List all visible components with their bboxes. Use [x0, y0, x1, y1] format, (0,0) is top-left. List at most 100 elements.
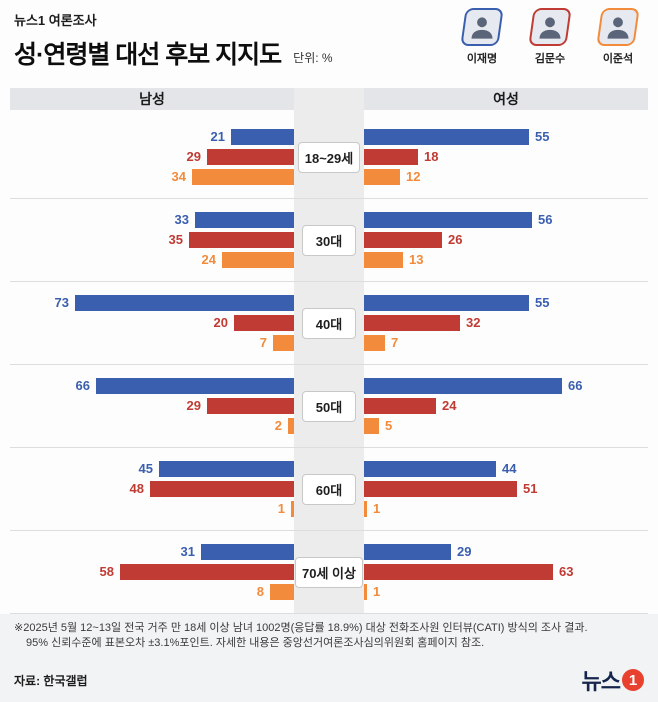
bar-row-female-series-0: 44 — [364, 461, 648, 477]
bar-row-female-series-2: 5 — [364, 418, 648, 434]
male-bar — [96, 378, 294, 394]
candidate-photo-frame — [596, 8, 640, 46]
male-bar — [159, 461, 294, 477]
female-bar-value: 26 — [448, 232, 463, 247]
bar-row-female-series-1: 51 — [364, 481, 648, 497]
male-column-header: 남성 — [10, 88, 294, 110]
female-bar-value: 18 — [424, 149, 439, 164]
male-bars: 66 29 2 — [10, 378, 294, 434]
candidate-photo-frame — [460, 8, 504, 46]
male-bar — [234, 315, 294, 331]
age-group-row: 73 20 7 40대 55 32 7 — [10, 282, 648, 365]
note-line-1: ※2025년 5월 12~13일 전국 거주 만 18세 이상 남녀 1002명… — [14, 622, 588, 634]
bar-row-male-series-1: 20 — [10, 315, 294, 331]
male-bar — [273, 335, 294, 351]
male-bar-value: 29 — [186, 398, 201, 413]
male-bar-value: 8 — [256, 584, 264, 599]
center-spacer — [294, 88, 364, 110]
female-bars: 44 51 1 — [364, 461, 648, 517]
logo-text: 뉴스 — [581, 669, 621, 694]
bar-row-male-series-2: 34 — [10, 169, 294, 185]
female-bar — [364, 418, 379, 434]
female-bar — [364, 461, 496, 477]
male-bar-value: 48 — [129, 481, 144, 496]
female-column-header: 여성 — [364, 88, 648, 110]
male-bar — [231, 129, 294, 145]
bar-row-female-series-1: 32 — [364, 315, 648, 331]
male-bars: 73 20 7 — [10, 295, 294, 351]
age-label: 50대 — [302, 390, 356, 422]
female-bar — [364, 398, 436, 414]
candidate-name: 이준석 — [602, 53, 634, 65]
male-bar-value: 29 — [186, 149, 201, 164]
age-label-cell: 70세 이상 — [294, 556, 364, 588]
male-bar-value: 21 — [210, 129, 225, 144]
logo-one-badge: 1 — [622, 669, 644, 691]
age-label-cell: 18~29세 — [294, 141, 364, 173]
bar-row-female-series-0: 29 — [364, 544, 648, 560]
female-bar-value: 1 — [373, 584, 381, 599]
female-bar — [364, 378, 562, 394]
legend-item: 이재명 — [454, 8, 510, 66]
male-bar — [222, 252, 294, 268]
female-bar-value: 56 — [538, 212, 553, 227]
male-bar-value: 33 — [174, 212, 189, 227]
person-icon — [471, 17, 493, 39]
female-bar-value: 55 — [535, 129, 550, 144]
unit-label: 단위: % — [293, 51, 333, 65]
person-icon — [539, 17, 561, 39]
age-group-row: 31 58 8 70세 이상 29 63 1 — [10, 531, 648, 614]
age-label-cell: 60대 — [294, 473, 364, 505]
bar-row-male-series-2: 24 — [10, 252, 294, 268]
bar-row-male-series-0: 66 — [10, 378, 294, 394]
female-bar-value: 24 — [442, 398, 457, 413]
female-bar — [364, 149, 418, 165]
age-label-cell: 40대 — [294, 307, 364, 339]
female-bar-value: 29 — [457, 544, 472, 559]
female-bar-value: 63 — [559, 564, 574, 579]
column-headers: 남성 여성 — [10, 88, 648, 110]
bar-row-male-series-1: 29 — [10, 398, 294, 414]
male-bar-value: 58 — [99, 564, 114, 579]
female-bar-value: 51 — [523, 481, 538, 496]
female-bar — [364, 252, 403, 268]
male-bars: 31 58 8 — [10, 544, 294, 600]
female-bar-value: 12 — [406, 169, 421, 184]
male-bar — [192, 169, 294, 185]
bar-row-female-series-0: 55 — [364, 295, 648, 311]
age-label: 40대 — [302, 307, 356, 339]
male-bar — [291, 501, 294, 517]
female-bar-value: 5 — [385, 418, 393, 433]
male-bar-value: 31 — [180, 544, 195, 559]
bar-row-male-series-1: 58 — [10, 564, 294, 580]
bar-row-female-series-2: 12 — [364, 169, 648, 185]
male-bar-value: 35 — [168, 232, 183, 247]
female-bar-value: 7 — [391, 335, 399, 350]
bar-row-male-series-1: 29 — [10, 149, 294, 165]
male-bar — [120, 564, 294, 580]
male-bar-value: 73 — [54, 295, 69, 310]
legend-item: 김문수 — [522, 8, 578, 66]
bar-row-male-series-0: 73 — [10, 295, 294, 311]
female-bar — [364, 544, 451, 560]
female-bars: 66 24 5 — [364, 378, 648, 434]
source-label: 자료: 한국갤럽 — [14, 673, 88, 688]
bar-row-male-series-1: 48 — [10, 481, 294, 497]
bar-row-female-series-2: 1 — [364, 584, 648, 600]
age-label-cell: 30대 — [294, 224, 364, 256]
age-label-cell: 50대 — [294, 390, 364, 422]
age-label: 70세 이상 — [295, 556, 363, 588]
bar-row-male-series-2: 7 — [10, 335, 294, 351]
bar-row-male-series-2: 8 — [10, 584, 294, 600]
kicker: 뉴스1 여론조사 — [14, 13, 97, 28]
female-bar — [364, 169, 400, 185]
bar-row-female-series-0: 55 — [364, 129, 648, 145]
news1-logo: 뉴스 1 — [582, 664, 644, 696]
bar-row-male-series-0: 31 — [10, 544, 294, 560]
bar-row-female-series-2: 1 — [364, 501, 648, 517]
bar-row-female-series-1: 63 — [364, 564, 648, 580]
candidate-name: 김문수 — [534, 53, 566, 65]
female-bar — [364, 232, 442, 248]
female-bar — [364, 315, 460, 331]
